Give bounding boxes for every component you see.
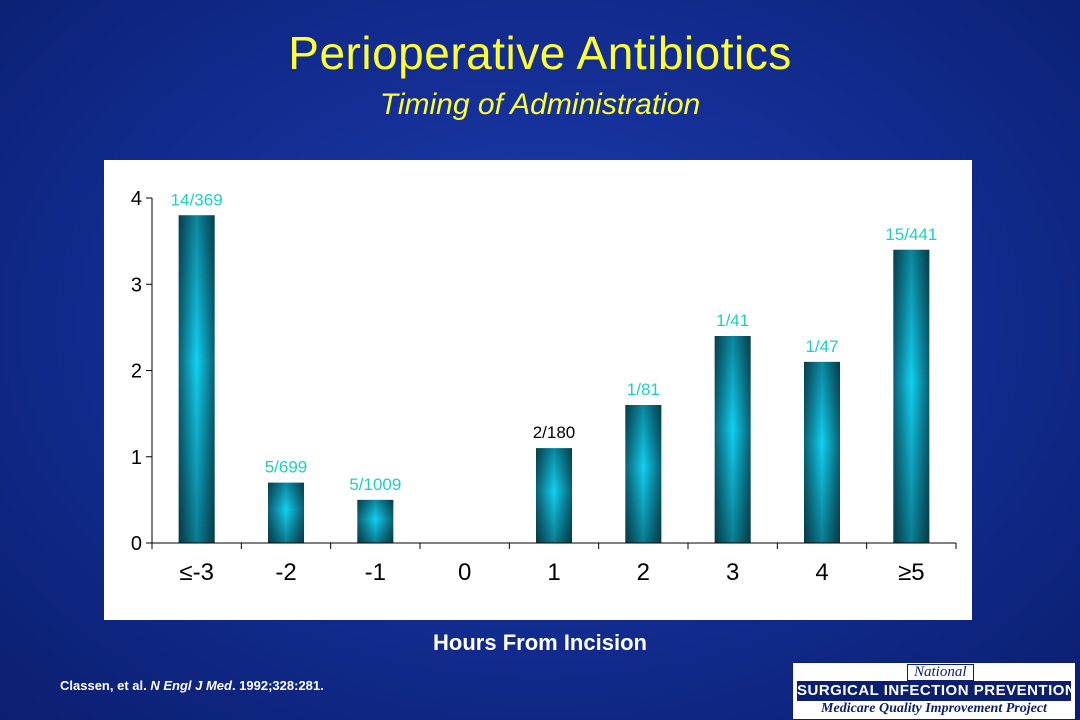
bar-chart: 0 1 2 3 4 ≤-3 -2 -1 0 1 2 3 4 ≥5 14/369 5/699 5/1009 2/1… [131, 188, 957, 586]
data-label: 14/369 [171, 190, 223, 209]
x-tick-label: 3 [726, 559, 739, 586]
x-axis-label: Hours From Incision [433, 630, 647, 655]
x-tick-label: 2 [637, 559, 650, 586]
logo-project-name: Medicare Quality Improvement Project [821, 701, 1047, 716]
x-tick-label: -2 [275, 559, 296, 586]
bar-shade-2 [357, 499, 394, 543]
logo-national-text: National [907, 664, 974, 681]
x-tick-label: -1 [365, 559, 386, 586]
data-label: 1/81 [627, 380, 660, 399]
x-tick-label: 1 [547, 559, 560, 586]
data-label: 15/441 [885, 225, 937, 244]
x-tick-label: 0 [458, 559, 471, 586]
bar-shade-0 [178, 215, 215, 543]
citation: Classen, et al. N Engl J Med. 1992;328:2… [60, 678, 324, 693]
slide-subtitle: Timing of Administration [379, 88, 701, 121]
x-tick-label: 4 [815, 559, 828, 586]
citation-authors: Classen, et al. [60, 678, 151, 693]
citation-journal: N Engl J Med [150, 678, 232, 693]
y-tick-label: 1 [131, 447, 142, 469]
slide-title: Perioperative Antibiotics [288, 27, 792, 79]
data-label: 1/47 [805, 337, 838, 356]
bar-shade-7 [804, 361, 840, 543]
bar-shade-5 [625, 405, 662, 543]
bar-shade-8 [893, 249, 930, 543]
x-tick-label: ≤-3 [179, 559, 214, 586]
y-tick-label: 2 [131, 361, 142, 383]
bar-shade-4 [536, 448, 572, 543]
data-label: 2/180 [533, 423, 576, 442]
bar-shade-6 [714, 336, 751, 543]
chart-panel: 0 1 2 3 4 ≤-3 -2 -1 0 1 2 3 4 ≥5 14/369 5/699 5/1009 2/1… [104, 160, 972, 620]
x-tick-label: ≥5 [898, 559, 925, 586]
bar-shade-1 [268, 482, 304, 543]
data-label: 5/699 [265, 458, 308, 477]
logo-program-name: SURGICAL INFECTION PREVENTION [797, 681, 1077, 701]
data-label: 1/41 [716, 311, 749, 330]
citation-details: . 1992;328:281. [231, 678, 324, 693]
data-label: 5/1009 [349, 475, 401, 494]
nsip-logo: National SURGICAL INFECTION PREVENTION M… [792, 662, 1076, 720]
y-tick-label: 4 [131, 188, 142, 210]
y-tick-label: 3 [131, 274, 142, 296]
y-tick-label: 0 [131, 533, 142, 555]
